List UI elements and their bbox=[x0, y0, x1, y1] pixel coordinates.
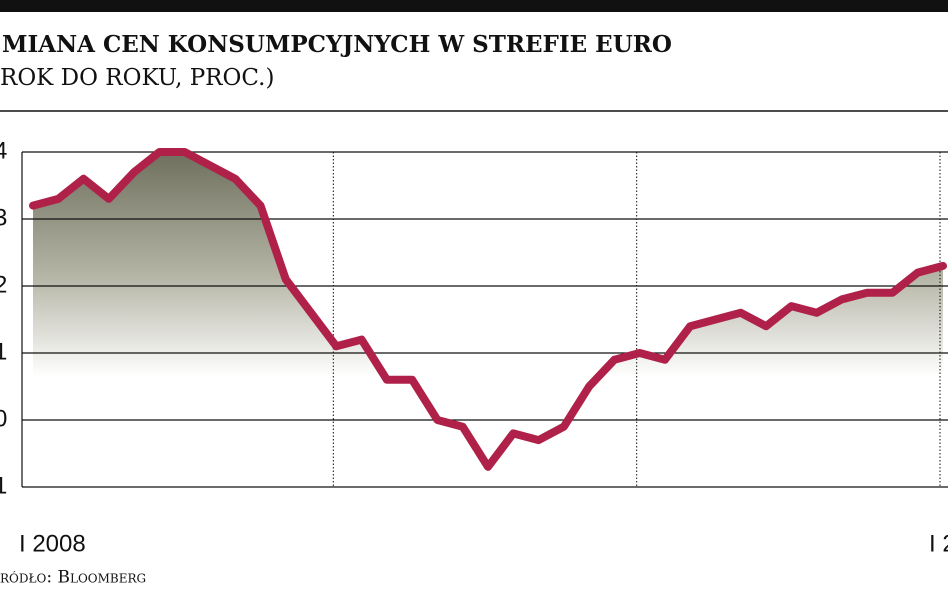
y-tick-label: 4 bbox=[0, 137, 7, 164]
source: ródło: Bloomberg bbox=[0, 568, 146, 588]
area bbox=[33, 152, 943, 487]
chart-subtitle: ROK DO ROKU, PROC.) bbox=[0, 65, 274, 91]
y-tick-label: 3 bbox=[0, 204, 7, 231]
chart-title: MIANA CEN KONSUMPCYJNYCH W STREFIE EURO bbox=[2, 31, 672, 58]
y-tick-label: 1 bbox=[0, 338, 7, 365]
y-tick-label: 1 bbox=[0, 472, 7, 499]
y-tick-label: 0 bbox=[0, 405, 7, 432]
line bbox=[29, 148, 947, 471]
top-bar bbox=[0, 0, 948, 12]
x-tick-label: I 2008 bbox=[19, 530, 86, 557]
x-tick-label: I 201 bbox=[929, 530, 948, 557]
y-tick-label: 2 bbox=[0, 271, 7, 298]
